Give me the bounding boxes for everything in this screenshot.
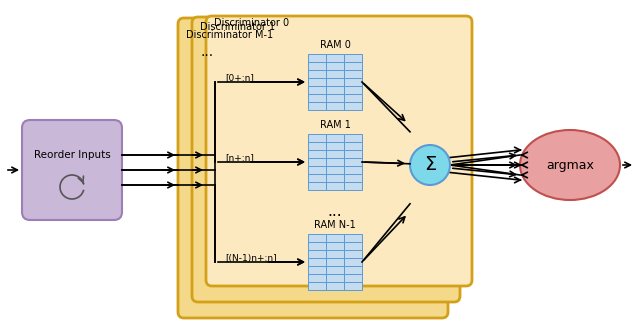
Bar bbox=[344, 242, 362, 250]
Text: RAM 1: RAM 1 bbox=[319, 120, 351, 130]
Bar bbox=[326, 266, 344, 274]
Bar bbox=[308, 274, 326, 282]
Text: argmax: argmax bbox=[546, 158, 594, 172]
Bar bbox=[344, 62, 362, 70]
Bar bbox=[326, 86, 344, 94]
Bar bbox=[344, 78, 362, 86]
Bar bbox=[326, 158, 344, 166]
Bar bbox=[326, 242, 344, 250]
Text: Discriminator 1: Discriminator 1 bbox=[200, 22, 275, 32]
Bar bbox=[344, 142, 362, 150]
Bar bbox=[344, 94, 362, 102]
Bar bbox=[326, 282, 344, 290]
Circle shape bbox=[410, 145, 450, 185]
Bar bbox=[326, 134, 344, 142]
Text: [n+:n]: [n+:n] bbox=[225, 153, 254, 162]
Bar bbox=[308, 266, 326, 274]
Text: ...: ... bbox=[328, 205, 342, 219]
Bar bbox=[344, 54, 362, 62]
Bar bbox=[326, 258, 344, 266]
Text: Discriminator 0: Discriminator 0 bbox=[214, 18, 289, 28]
Bar bbox=[326, 182, 344, 190]
Text: [(N-1)n+:n]: [(N-1)n+:n] bbox=[225, 253, 276, 262]
Ellipse shape bbox=[520, 130, 620, 200]
Bar bbox=[308, 250, 326, 258]
Bar bbox=[344, 258, 362, 266]
Text: RAM N-1: RAM N-1 bbox=[314, 220, 356, 230]
Bar bbox=[326, 70, 344, 78]
Bar bbox=[326, 234, 344, 242]
Bar bbox=[326, 62, 344, 70]
Bar bbox=[308, 158, 326, 166]
Bar bbox=[344, 166, 362, 174]
FancyBboxPatch shape bbox=[22, 120, 122, 220]
Bar bbox=[308, 174, 326, 182]
Bar bbox=[308, 102, 326, 110]
Bar bbox=[344, 182, 362, 190]
Bar bbox=[344, 86, 362, 94]
Bar bbox=[326, 142, 344, 150]
Bar bbox=[308, 70, 326, 78]
Bar bbox=[344, 174, 362, 182]
Bar bbox=[326, 250, 344, 258]
Bar bbox=[326, 274, 344, 282]
Text: Discriminator M-1: Discriminator M-1 bbox=[186, 30, 273, 40]
Bar bbox=[344, 282, 362, 290]
Bar bbox=[344, 102, 362, 110]
Bar bbox=[308, 86, 326, 94]
Bar bbox=[344, 234, 362, 242]
Bar bbox=[308, 282, 326, 290]
Bar bbox=[344, 266, 362, 274]
Text: ...: ... bbox=[200, 45, 213, 59]
Bar bbox=[308, 242, 326, 250]
Bar bbox=[326, 54, 344, 62]
Bar bbox=[326, 102, 344, 110]
Bar bbox=[326, 150, 344, 158]
Bar bbox=[308, 54, 326, 62]
Bar bbox=[344, 250, 362, 258]
Bar bbox=[308, 142, 326, 150]
Text: Reorder Inputs: Reorder Inputs bbox=[34, 150, 110, 160]
Bar bbox=[344, 134, 362, 142]
Bar bbox=[308, 166, 326, 174]
FancyBboxPatch shape bbox=[206, 16, 472, 286]
Bar bbox=[344, 274, 362, 282]
Text: $\Sigma$: $\Sigma$ bbox=[424, 155, 436, 175]
Bar bbox=[308, 150, 326, 158]
FancyBboxPatch shape bbox=[192, 17, 460, 302]
Bar bbox=[326, 166, 344, 174]
Bar bbox=[326, 94, 344, 102]
Bar bbox=[308, 134, 326, 142]
Bar bbox=[308, 258, 326, 266]
Bar bbox=[326, 78, 344, 86]
Text: [0+:n]: [0+:n] bbox=[225, 74, 254, 82]
Bar bbox=[308, 234, 326, 242]
Bar bbox=[326, 174, 344, 182]
Bar bbox=[344, 150, 362, 158]
Bar bbox=[308, 78, 326, 86]
Bar bbox=[308, 62, 326, 70]
Bar bbox=[308, 94, 326, 102]
Text: RAM 0: RAM 0 bbox=[319, 40, 351, 50]
Bar bbox=[344, 158, 362, 166]
Bar bbox=[308, 182, 326, 190]
Bar bbox=[344, 70, 362, 78]
FancyBboxPatch shape bbox=[178, 18, 448, 318]
